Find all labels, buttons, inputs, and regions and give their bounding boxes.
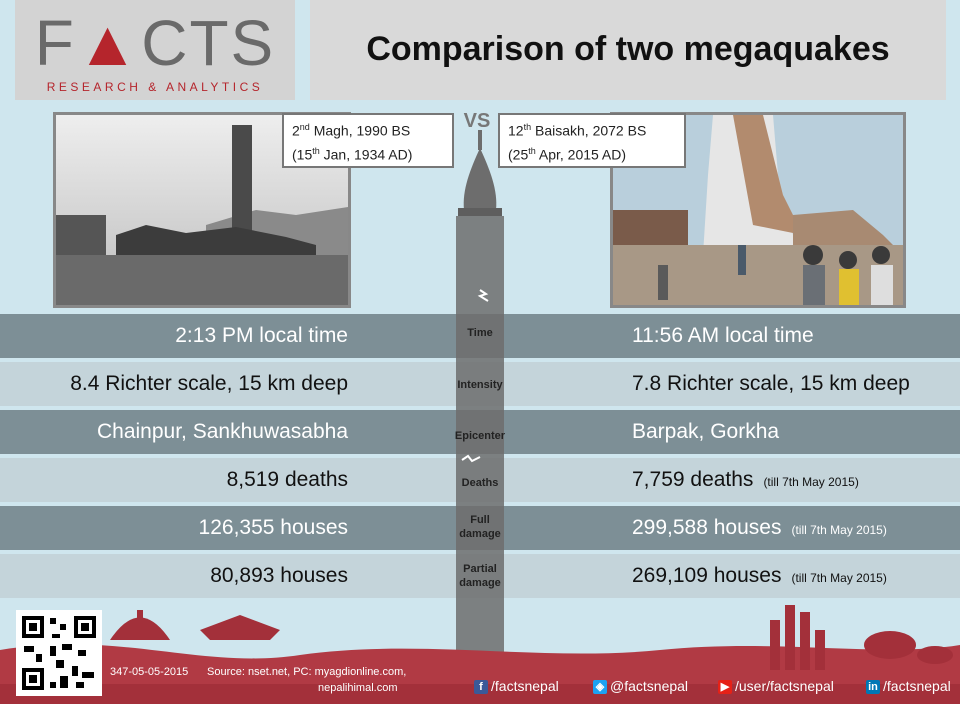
label-time: Time [467, 327, 493, 339]
vs-label: VS [463, 110, 491, 132]
date-bs-2015: 12th Baisakh, 2072 BS [508, 122, 647, 139]
full-damage-note: (till 7th May 2015) [791, 523, 887, 537]
full-damage-1934: 126,355 houses [198, 516, 348, 539]
deaths-note: (till 7th May 2015) [763, 475, 859, 489]
page-title: Comparison of two megaquakes [366, 30, 890, 68]
linkedin-icon: in [866, 680, 880, 695]
date-label-1934: 2nd Magh, 1990 BS (15th Jan, 1934 AD) [282, 113, 454, 169]
photo-1934-image [56, 115, 348, 305]
date-ad-1934: (15th Jan, 1934 AD) [292, 145, 413, 163]
intensity-2015: 7.8 Richter scale, 15 km deep [632, 372, 910, 395]
deaths-2015: 7,759 deaths (till 7th May 2015) [632, 468, 859, 491]
intensity-1934: 8.4 Richter scale, 15 km deep [70, 372, 348, 395]
logo: F▲CTS RESEARCH & ANALYTICS [15, 0, 295, 100]
source-line-1: Source: nset.net, PC: myagdionline.com, [207, 666, 407, 678]
label-epicenter: Epicenter [454, 430, 506, 442]
infographic-id: 347-05-05-2015 [110, 666, 189, 678]
logo-subtitle: RESEARCH & ANALYTICS [46, 80, 264, 94]
date-label-2015: 12th Baisakh, 2072 BS (25th Apr, 2015 AD… [498, 113, 686, 169]
source-line-2: nepalihimal.com [318, 682, 398, 694]
deaths-1934: 8,519 deaths [226, 468, 348, 491]
label-full-damage: Full damage [459, 514, 501, 540]
logo-wordmark: F▲CTS [15, 6, 295, 80]
epicenter-2015: Barpak, Gorkha [632, 420, 780, 443]
title-banner: Comparison of two megaquakes [310, 0, 946, 100]
label-deaths: Deaths [461, 477, 499, 489]
youtube-link[interactable]: ▶/user/factsnepal [718, 678, 834, 695]
label-intensity: Intensity [457, 379, 503, 391]
logo-letters-cts: CTS [141, 7, 276, 79]
label-partial-damage: Partial damage [459, 563, 501, 589]
twitter-icon: ◈ [593, 680, 607, 695]
qr-code-pattern [22, 616, 96, 690]
full-damage-2015: 299,588 houses (till 7th May 2015) [632, 516, 887, 539]
twitter-link[interactable]: ◈ @factsnepal [593, 678, 688, 695]
time-1934: 2:13 PM local time [175, 324, 348, 347]
partial-damage-2015: 269,109 houses (till 7th May 2015) [632, 564, 887, 587]
youtube-icon: ▶ [718, 680, 732, 695]
partial-damage-1934: 80,893 houses [210, 564, 348, 587]
epicenter-1934: Chainpur, Sankhuwasabha [96, 420, 348, 443]
linkedin-link[interactable]: in/factsnepal [866, 678, 951, 695]
time-2015: 11:56 AM local time [632, 324, 814, 347]
dharahara-tower-icon [456, 130, 504, 670]
facebook-icon: f [474, 680, 488, 695]
footer: 347-05-05-2015 Source: nset.net, PC: mya… [0, 600, 960, 704]
logo-triangle-icon: ▲ [75, 7, 142, 79]
date-ad-2015: (25th Apr, 2015 AD) [508, 145, 627, 163]
date-bs-1934: 2nd Magh, 1990 BS [292, 122, 411, 139]
facebook-link[interactable]: f/factsnepal [474, 678, 559, 695]
qr-code-icon[interactable] [16, 610, 102, 696]
partial-damage-note: (till 7th May 2015) [791, 571, 887, 585]
logo-letter-f: F [34, 7, 76, 79]
